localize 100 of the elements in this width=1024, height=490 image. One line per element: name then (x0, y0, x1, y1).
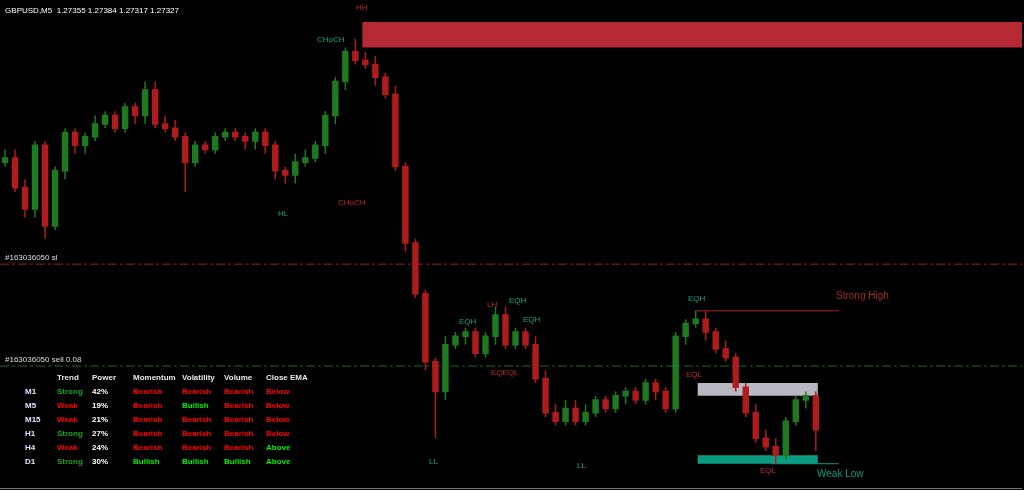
candlestick (712, 327, 719, 355)
ref-line-label: Weak Low (817, 468, 865, 479)
candlestick (141, 80, 149, 125)
candlestick (502, 305, 509, 350)
annotation: EQH (523, 315, 541, 324)
candlestick (191, 140, 199, 168)
category-label: Power (92, 373, 117, 382)
candlestick (482, 331, 489, 359)
candlestick (522, 327, 529, 350)
candlestick (382, 72, 389, 100)
candlestick (432, 356, 439, 439)
candlestick (592, 395, 599, 418)
candlestick (812, 390, 819, 452)
candlestick (752, 403, 759, 444)
candlestick (372, 55, 379, 87)
candlestick (131, 102, 139, 125)
candlestick (242, 131, 249, 151)
candlestick (1, 148, 9, 168)
text: Bearish (224, 443, 254, 452)
candlestick (121, 102, 129, 134)
text: Weak (57, 443, 78, 452)
text: 19% (92, 401, 109, 410)
category-label: Momentum (133, 373, 176, 382)
category-label: Trend (57, 373, 79, 382)
text: 42% (92, 387, 109, 396)
text: HH (356, 3, 368, 12)
candlestick (562, 399, 569, 427)
text: 24% (92, 443, 109, 452)
candlestick (41, 140, 49, 240)
text: Bearish (224, 415, 254, 424)
annotation: LH (487, 300, 498, 309)
candlestick (462, 327, 469, 346)
candlestick (572, 399, 579, 427)
annotation: EQH (509, 296, 527, 305)
candlestick (362, 51, 369, 70)
text: Bullish (182, 457, 209, 466)
candlestick (151, 80, 159, 129)
text: Bearish (133, 387, 163, 396)
annotation: EQL (686, 370, 703, 379)
candlestick (312, 140, 319, 163)
text: Below (266, 401, 290, 410)
text: EQL (760, 466, 777, 475)
text: Bearish (182, 443, 212, 452)
candlestick (332, 76, 339, 125)
candlestick (802, 390, 809, 410)
text: Bearish (182, 387, 212, 396)
text: Bearish (224, 387, 254, 396)
text: Bullish (182, 401, 209, 410)
candlestick (772, 437, 779, 465)
candlestick (51, 165, 59, 231)
text: 27% (92, 429, 109, 438)
text: Strong (57, 429, 83, 438)
text: Bearish (133, 415, 163, 424)
ref-line-label: #163036050 sell 0.08 (5, 355, 83, 364)
candlestick (181, 131, 189, 193)
text: Bearish (133, 401, 163, 410)
annotation: EQH (459, 317, 477, 326)
candlestick (11, 148, 19, 193)
candlestick (652, 378, 659, 401)
annotation: LL (429, 457, 439, 466)
candlestick (212, 131, 219, 155)
candlestick (252, 127, 259, 151)
text: Bearish (224, 429, 254, 438)
category-label: H1 (25, 429, 36, 438)
candlestick (61, 127, 69, 180)
candlestick (792, 395, 799, 427)
candlestick (392, 85, 399, 172)
candlestick (402, 161, 409, 253)
candlestick (692, 310, 699, 329)
candlestick (262, 127, 269, 155)
candlestick (472, 327, 479, 359)
candlestick (111, 110, 119, 134)
candlestick (632, 386, 639, 406)
annotation: HL (278, 209, 289, 218)
candlestick (101, 110, 109, 129)
candlestick (422, 288, 429, 372)
candlestick (782, 416, 789, 461)
annotation: EQEQL (491, 368, 520, 377)
category-label: M1 (25, 387, 37, 396)
chart-title: GBPUSD,M5 1.27355 1.27384 1.27317 1.27327 (5, 5, 180, 15)
candlestick (342, 46, 349, 91)
category-label: M5 (25, 401, 37, 410)
candlestick (642, 378, 649, 406)
category-label: D1 (25, 457, 36, 466)
text: Strong (57, 387, 83, 396)
text: Bearish (182, 415, 212, 424)
category-label: Close EMA (266, 373, 309, 382)
text: 30% (92, 457, 109, 466)
candlestick (442, 335, 449, 401)
ref-line-label: #163036050 sl (5, 253, 58, 262)
candlestick (222, 127, 229, 142)
text: Above (266, 457, 291, 466)
candlestick (322, 110, 329, 155)
candlestick (672, 331, 679, 414)
candlestick (762, 428, 769, 452)
candlestick (91, 114, 99, 142)
candlestick (532, 335, 539, 384)
text: Bearish (182, 429, 212, 438)
text: Bearish (133, 443, 163, 452)
candlestick (492, 305, 499, 346)
